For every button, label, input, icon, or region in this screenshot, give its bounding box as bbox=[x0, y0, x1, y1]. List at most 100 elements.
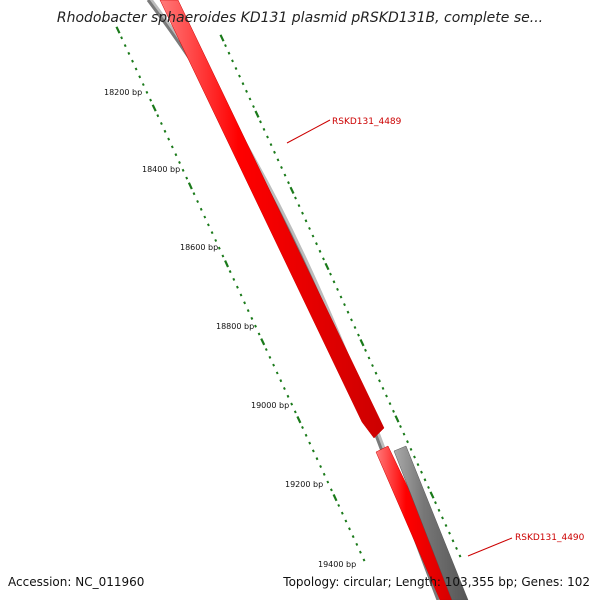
outer-tick-minor bbox=[231, 59, 234, 63]
outer-tick-minor bbox=[318, 249, 322, 253]
inner-tick-minor bbox=[141, 83, 145, 87]
outer-tick-minor bbox=[455, 546, 458, 550]
inner-tick-minor bbox=[322, 472, 326, 476]
outer-tick-minor bbox=[262, 127, 266, 131]
inner-tick-minor bbox=[319, 464, 323, 469]
inner-tick-minor bbox=[362, 558, 366, 562]
inner-tick-minor bbox=[163, 129, 167, 133]
inner-tick-major bbox=[224, 260, 230, 268]
inner-tick-minor bbox=[174, 153, 178, 157]
outer-tick-major bbox=[324, 262, 330, 271]
outer-tick-major bbox=[429, 491, 435, 499]
outer-tick-minor bbox=[329, 272, 332, 276]
inner-tick-minor bbox=[210, 231, 214, 235]
inner-tick-minor bbox=[340, 511, 344, 515]
outer-tick-minor bbox=[385, 394, 388, 398]
inner-tick-minor bbox=[282, 386, 286, 391]
outer-tick-minor bbox=[276, 158, 280, 162]
inner-tick-minor bbox=[235, 285, 239, 289]
outer-tick-minor bbox=[420, 470, 423, 474]
outer-tick-minor bbox=[448, 531, 451, 535]
accession-text: Accession: NC_011960 bbox=[8, 575, 144, 589]
outer-tick-minor bbox=[252, 105, 255, 109]
inner-tick-minor bbox=[217, 246, 221, 250]
outer-tick-minor bbox=[378, 379, 381, 383]
inner-tick-minor bbox=[279, 379, 283, 383]
inner-tick-minor bbox=[264, 348, 268, 352]
inner-tick-minor bbox=[156, 114, 160, 118]
gene-label-rskd131-4489[interactable]: RSKD131_4489 bbox=[332, 117, 402, 127]
outer-tick-minor bbox=[374, 371, 378, 375]
outer-tick-minor bbox=[304, 219, 308, 223]
inner-tick-major bbox=[332, 494, 338, 502]
outer-tick-minor bbox=[287, 181, 290, 185]
outer-tick-minor bbox=[332, 280, 336, 284]
outer-tick-major bbox=[219, 34, 225, 42]
inner-tick-minor bbox=[228, 270, 232, 274]
outer-tick-minor bbox=[423, 478, 427, 482]
outer-tick-minor bbox=[241, 82, 245, 86]
inner-tick-minor bbox=[243, 301, 247, 305]
inner-tick-minor bbox=[167, 137, 171, 141]
outer-tick-minor bbox=[273, 150, 276, 154]
summary-text: Topology: circular; Length: 103,355 bp; … bbox=[282, 575, 590, 589]
inner-tick-minor bbox=[127, 51, 131, 55]
gene-rskd131-4489[interactable] bbox=[159, 0, 385, 439]
outer-tick-minor bbox=[427, 485, 430, 489]
inner-tick-minor bbox=[301, 425, 304, 430]
outer-tick-minor bbox=[444, 523, 448, 528]
inner-tick-minor bbox=[181, 168, 185, 172]
outer-tick-minor bbox=[245, 89, 248, 93]
outer-tick-minor bbox=[294, 196, 297, 200]
outer-tick-minor bbox=[416, 463, 420, 467]
inner-tick-minor bbox=[145, 90, 149, 94]
inner-tick-minor bbox=[272, 363, 276, 367]
inner-tick-minor bbox=[308, 441, 312, 445]
outer-tick-major bbox=[254, 110, 260, 118]
outer-tick-minor bbox=[413, 455, 416, 459]
inner-tick-minor bbox=[206, 223, 210, 227]
outer-tick-track bbox=[219, 34, 462, 558]
inner-tick-minor bbox=[123, 44, 127, 48]
inner-tick-minor bbox=[203, 215, 207, 219]
inner-tick-minor bbox=[358, 550, 362, 554]
gene-label-rskd131-4490[interactable]: RSKD131_4490 bbox=[515, 533, 585, 543]
tick-label-19400: 19400 bp bbox=[318, 560, 356, 569]
inner-tick-minor bbox=[275, 371, 279, 375]
outer-tick-minor bbox=[269, 143, 273, 147]
inner-tick-minor bbox=[134, 67, 138, 71]
outer-tick-minor bbox=[238, 74, 241, 78]
tick-label-19000: 19000 bp bbox=[251, 401, 289, 410]
outer-tick-minor bbox=[308, 226, 311, 230]
outer-tick-minor bbox=[388, 402, 392, 406]
map-title: Rhodobacter sphaeroides KD131 plasmid pR… bbox=[57, 10, 543, 26]
backbone bbox=[146, 0, 440, 600]
outer-tick-minor bbox=[322, 257, 325, 261]
inner-tick-minor bbox=[170, 145, 174, 149]
inner-tick-minor bbox=[337, 503, 341, 507]
outer-tick-minor bbox=[409, 447, 413, 451]
outer-tick-minor bbox=[353, 325, 357, 330]
inner-tick-minor bbox=[232, 277, 236, 281]
gene-grey-neighbor[interactable] bbox=[393, 445, 469, 600]
outer-tick-minor bbox=[311, 234, 315, 238]
backbone-shadow bbox=[147, 0, 443, 600]
inner-tick-minor bbox=[199, 207, 203, 211]
inner-tick-minor bbox=[293, 410, 297, 414]
inner-tick-minor bbox=[304, 433, 308, 437]
inner-tick-minor bbox=[214, 238, 218, 242]
inner-tick-minor bbox=[355, 542, 359, 546]
tick-label-19200: 19200 bp bbox=[285, 480, 323, 489]
inner-tick-major bbox=[151, 104, 157, 112]
inner-tick-minor bbox=[120, 36, 124, 40]
inner-tick-minor bbox=[239, 293, 243, 297]
outer-tick-minor bbox=[343, 303, 346, 307]
tick-label-18400: 18400 bp bbox=[142, 165, 180, 174]
outer-tick-minor bbox=[248, 97, 252, 101]
inner-tick-minor bbox=[159, 121, 163, 126]
outer-tick-minor bbox=[234, 66, 238, 71]
outer-tick-minor bbox=[364, 348, 367, 352]
inner-tick-major bbox=[115, 26, 121, 34]
